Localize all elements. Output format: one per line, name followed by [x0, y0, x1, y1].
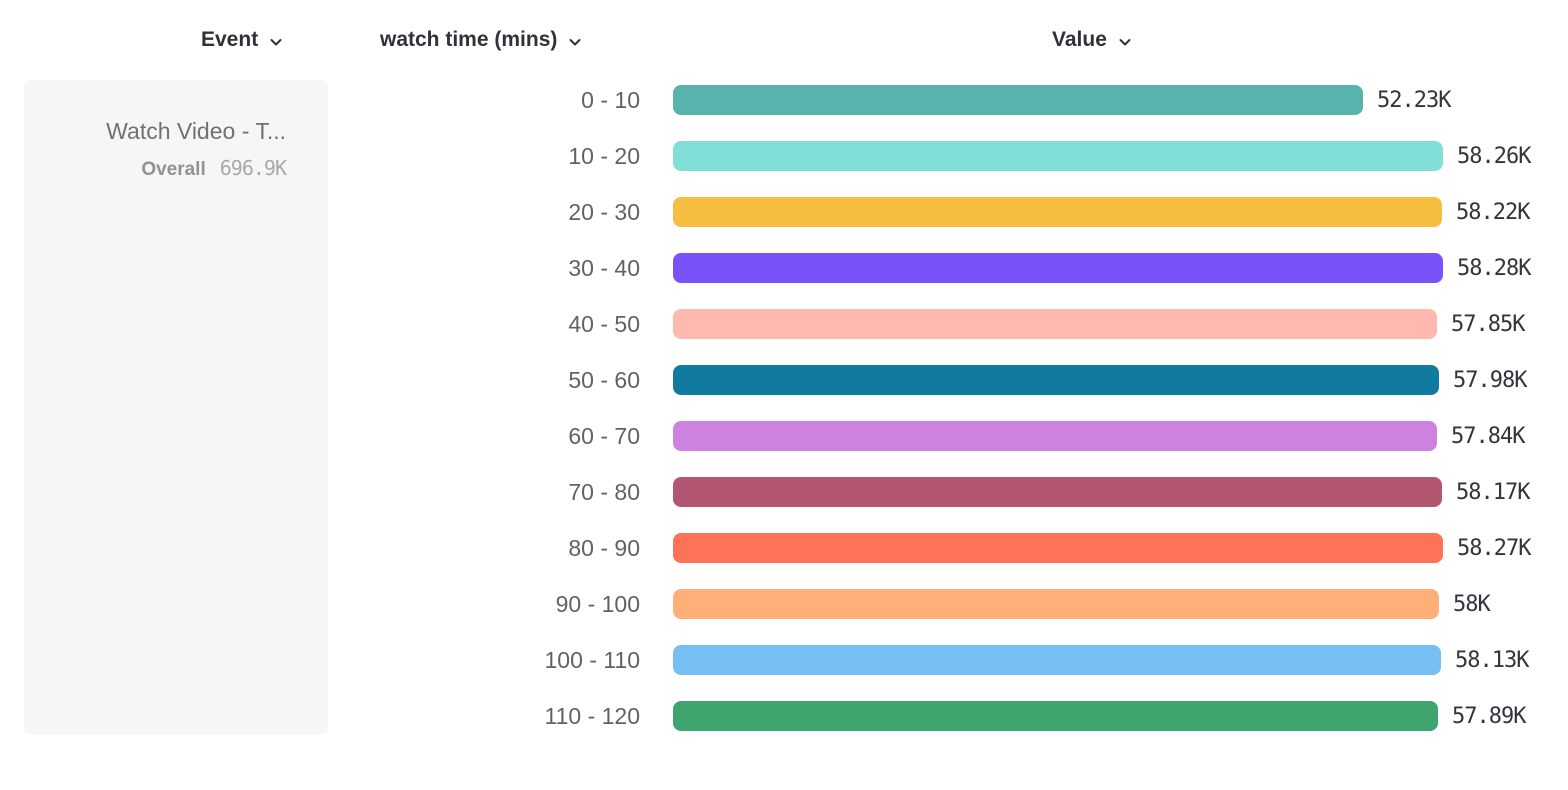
- breakdown-column-label: watch time (mins): [380, 28, 558, 51]
- breakdown-column-header[interactable]: watch time (mins): [380, 28, 583, 52]
- bar[interactable]: [673, 477, 1442, 507]
- event-name: Watch Video - T...: [106, 118, 286, 144]
- category-label: 50 - 60: [568, 366, 640, 393]
- category-label: 30 - 40: [568, 254, 640, 281]
- bar-row: 60 - 70 57.84K: [0, 408, 1568, 464]
- value-label: 58.28K: [1457, 255, 1531, 281]
- bar-row: 80 - 90 58.27K: [0, 520, 1568, 576]
- value-label: 58.17K: [1456, 479, 1530, 505]
- category-label: 90 - 100: [555, 590, 640, 617]
- bar-row: 40 - 50 57.85K: [0, 296, 1568, 352]
- bar-chart: 0 - 10 52.23K 10 - 20 58.26K 20 - 30 58.…: [0, 72, 1568, 744]
- bar[interactable]: [673, 85, 1363, 115]
- event-column-label: Event: [201, 28, 259, 51]
- category-label: 80 - 90: [568, 534, 640, 561]
- value-label: 57.84K: [1451, 423, 1525, 449]
- value-label: 57.85K: [1451, 311, 1525, 337]
- bar[interactable]: [673, 701, 1438, 731]
- event-column-header[interactable]: Event: [201, 28, 284, 52]
- category-label: 60 - 70: [568, 422, 640, 449]
- value-column-header[interactable]: Value: [1052, 28, 1133, 52]
- overall-label: Overall: [141, 158, 206, 180]
- bar-row: 10 - 20 58.26K: [0, 128, 1568, 184]
- category-label: 110 - 120: [544, 702, 640, 729]
- bar[interactable]: [673, 533, 1443, 563]
- chevron-down-icon: [268, 34, 284, 50]
- category-label: 100 - 110: [544, 646, 640, 673]
- value-label: 58.26K: [1457, 143, 1531, 169]
- value-column-label: Value: [1052, 28, 1107, 51]
- bar-row: 30 - 40 58.28K: [0, 240, 1568, 296]
- category-label: 0 - 10: [581, 86, 640, 113]
- category-label: 10 - 20: [568, 142, 640, 169]
- bar-row: 100 - 110 58.13K: [0, 632, 1568, 688]
- event-list-item[interactable]: Watch Video - T... Overall 696.9K: [24, 80, 328, 181]
- bar[interactable]: [673, 421, 1437, 451]
- overall-value: 696.9K: [219, 155, 287, 180]
- bar-row: 110 - 120 57.89K: [0, 688, 1568, 744]
- event-overall-row: Overall 696.9K: [24, 155, 287, 181]
- value-label: 58K: [1453, 591, 1491, 617]
- value-label: 58.22K: [1456, 199, 1530, 225]
- bar[interactable]: [673, 645, 1441, 675]
- bar-row: 20 - 30 58.22K: [0, 184, 1568, 240]
- bar-row: 50 - 60 57.98K: [0, 352, 1568, 408]
- event-panel: Watch Video - T... Overall 696.9K: [24, 80, 328, 735]
- category-label: 70 - 80: [568, 478, 640, 505]
- bar-row: 90 - 100 58K: [0, 576, 1568, 632]
- category-label: 40 - 50: [568, 310, 640, 337]
- chevron-down-icon: [1117, 34, 1133, 50]
- bar[interactable]: [673, 197, 1442, 227]
- bar-row: 0 - 10 52.23K: [0, 72, 1568, 128]
- bar[interactable]: [673, 309, 1437, 339]
- value-label: 52.23K: [1377, 87, 1451, 113]
- category-label: 20 - 30: [568, 198, 640, 225]
- bar[interactable]: [673, 253, 1443, 283]
- bar[interactable]: [673, 141, 1443, 171]
- value-label: 58.13K: [1455, 647, 1529, 673]
- bar[interactable]: [673, 589, 1439, 619]
- chevron-down-icon: [567, 34, 583, 50]
- bar-row: 70 - 80 58.17K: [0, 464, 1568, 520]
- bar[interactable]: [673, 365, 1439, 395]
- value-label: 57.98K: [1453, 367, 1527, 393]
- value-label: 58.27K: [1457, 535, 1531, 561]
- value-label: 57.89K: [1452, 703, 1526, 729]
